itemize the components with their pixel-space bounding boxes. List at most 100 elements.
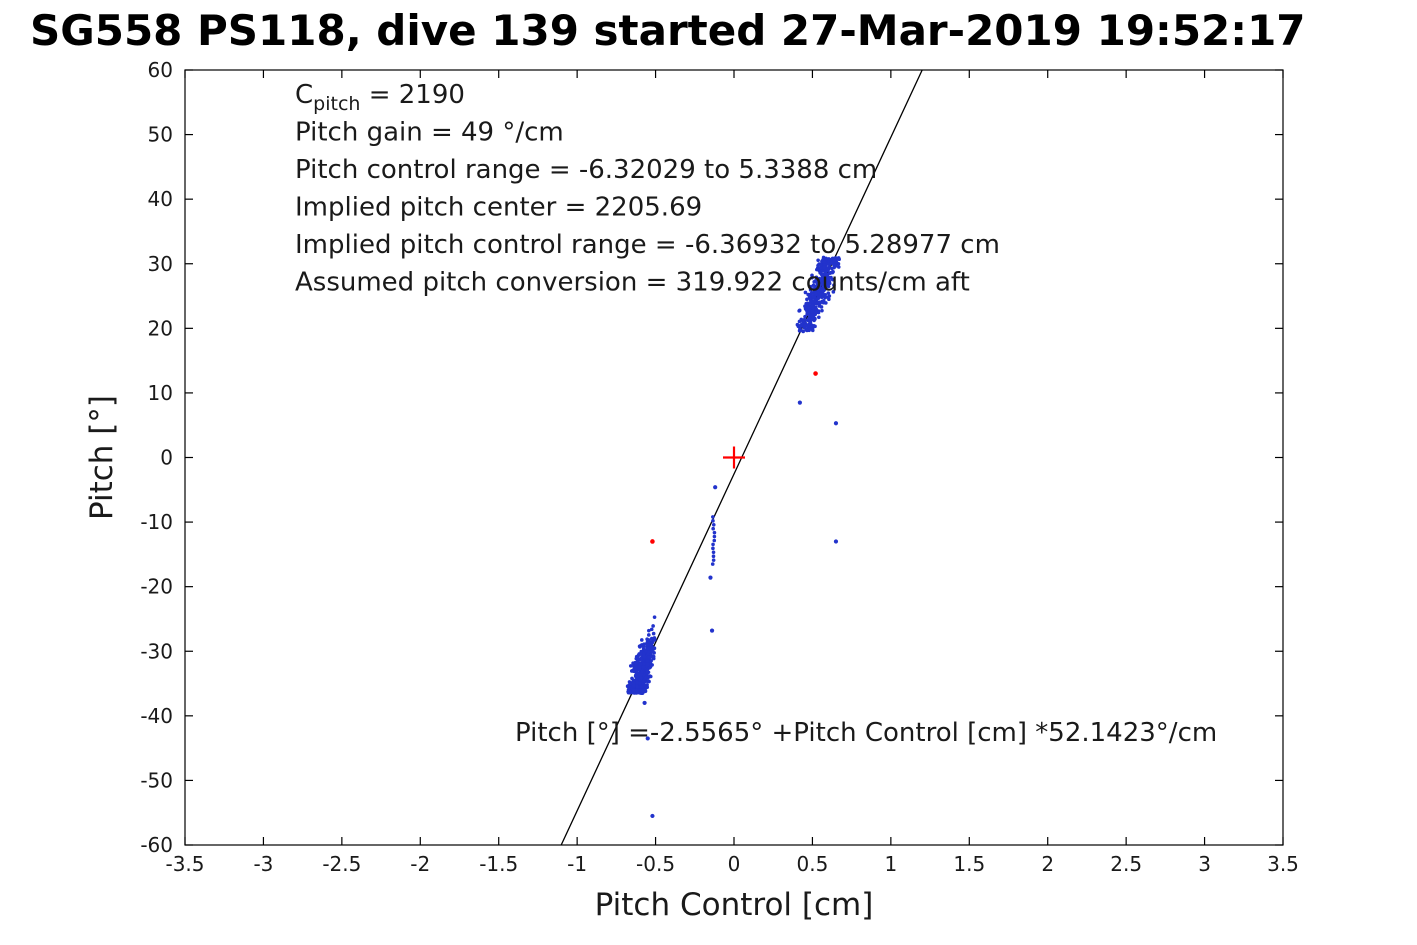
data-layer: [560, 70, 923, 845]
data-point: [808, 288, 813, 292]
data-point: [808, 284, 813, 289]
data-point: [826, 262, 831, 266]
data-point: [651, 631, 656, 636]
data-point: [837, 257, 841, 262]
data-point: [713, 485, 718, 490]
data-point: [811, 295, 816, 300]
x-tick-label: 0.5: [797, 852, 829, 876]
data-point: [816, 263, 820, 268]
data-point: [638, 681, 642, 685]
data-point: [828, 276, 833, 280]
data-point: [648, 674, 653, 679]
data-point: [635, 690, 639, 695]
data-point: [824, 283, 829, 288]
data-point: [811, 283, 816, 288]
data-point: [711, 526, 715, 531]
data-point: [646, 646, 651, 651]
data-point: [836, 265, 841, 269]
x-tick-label: 3.5: [1267, 852, 1299, 876]
x-tick-label: 1.5: [953, 852, 985, 876]
data-point: [821, 292, 825, 296]
data-point: [817, 315, 821, 320]
data-point: [642, 679, 646, 683]
data-point: [628, 664, 633, 668]
data-point: [824, 301, 828, 305]
data-point: [830, 256, 835, 261]
data-point: [797, 308, 802, 313]
data-point: [642, 700, 647, 706]
data-point: [636, 656, 640, 661]
data-point: [820, 278, 824, 282]
data-point: [711, 515, 715, 519]
data-point: [639, 649, 644, 654]
data-point: [814, 284, 819, 289]
data-point: [829, 270, 833, 275]
data-point: [631, 688, 636, 692]
data-point: [815, 280, 820, 284]
data-point: [639, 673, 643, 677]
y-tick-label: 50: [148, 123, 173, 147]
data-point: [806, 311, 811, 316]
data-point: [808, 296, 812, 301]
data-point: [708, 575, 713, 580]
data-point: [641, 665, 646, 669]
data-point: [813, 324, 817, 329]
x-tick-label: -1: [567, 852, 587, 876]
data-point: [832, 283, 836, 287]
data-point: [826, 291, 831, 295]
data-point: [645, 659, 650, 664]
x-tick-label: -0.5: [636, 852, 675, 876]
data-point: [801, 319, 805, 324]
x-axis-label: Pitch Control [cm]: [595, 887, 874, 923]
data-point: [818, 285, 822, 289]
data-point: [712, 530, 717, 535]
y-tick-label: 20: [148, 316, 173, 340]
annotation-cpitch: Cpitch = 2190: [295, 80, 465, 115]
data-point: [810, 309, 815, 314]
annotation-line: Implied pitch control range = -6.36932 t…: [295, 230, 1000, 260]
data-point: [808, 301, 812, 306]
y-tick-label: -30: [140, 639, 173, 663]
data-point: [803, 305, 808, 310]
data-point: [818, 288, 823, 292]
data-point: [711, 558, 716, 562]
data-point: [635, 680, 639, 685]
data-point: [814, 310, 818, 315]
data-point: [652, 646, 657, 651]
data-point-red: [813, 371, 818, 376]
x-tick-label: 1: [884, 852, 897, 876]
y-tick-label: 30: [148, 252, 173, 276]
equation-label: Pitch [°] =-2.5565° +Pitch Control [cm] …: [515, 718, 1217, 748]
data-point: [645, 643, 650, 647]
data-point: [803, 323, 808, 328]
data-point: [647, 666, 652, 670]
data-point: [798, 323, 803, 328]
data-point: [639, 652, 643, 656]
data-point: [647, 655, 651, 660]
data-point: [712, 534, 717, 539]
data-point: [651, 624, 655, 628]
data-point: [636, 672, 640, 677]
data-point: [639, 638, 644, 642]
data-point: [816, 296, 820, 301]
annotation-line: Pitch gain = 49 °/cm: [295, 118, 564, 148]
data-point: [830, 260, 834, 265]
y-tick-label: -40: [140, 704, 173, 728]
data-point: [832, 262, 837, 267]
data-point: [634, 666, 638, 670]
x-tick-label: 3: [1198, 852, 1211, 876]
data-point: [642, 662, 647, 666]
data-point: [811, 306, 815, 311]
data-point: [640, 688, 645, 693]
data-point: [798, 327, 803, 332]
data-point: [830, 266, 834, 271]
data-point: [711, 519, 715, 523]
chart-title: SG558 PS118, dive 139 started 27-Mar-201…: [30, 6, 1306, 55]
y-tick-label: 10: [148, 381, 173, 405]
data-point: [642, 655, 647, 659]
annotation-line: Assumed pitch conversion = 319.922 count…: [295, 268, 970, 298]
data-point: [641, 659, 645, 663]
data-point: [639, 676, 643, 680]
